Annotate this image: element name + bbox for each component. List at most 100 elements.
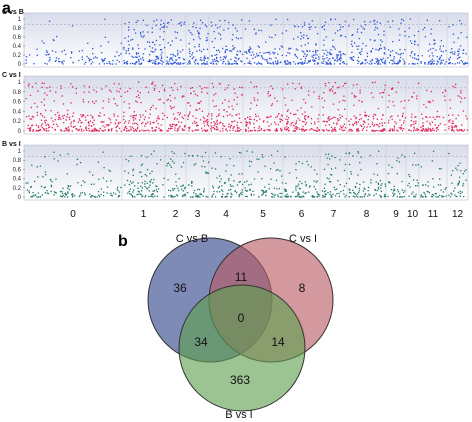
- scatter-point: [307, 37, 309, 39]
- scatter-point: [403, 120, 405, 122]
- scatter-point: [302, 191, 304, 193]
- scatter-point: [184, 126, 186, 128]
- scatter-point: [298, 128, 301, 130]
- scatter-point: [325, 124, 327, 127]
- scatter-point: [140, 185, 142, 187]
- scatter-point: [441, 196, 443, 198]
- scatter-point: [37, 192, 40, 194]
- scatter-point: [250, 63, 252, 65]
- scatter-point: [337, 54, 339, 57]
- scatter-point: [132, 189, 135, 191]
- scatter-point: [183, 62, 185, 64]
- scatter-point: [429, 128, 432, 130]
- scatter-point: [177, 187, 179, 189]
- scatter-point: [275, 179, 278, 182]
- scatter-point: [135, 100, 137, 102]
- scatter-point: [233, 60, 236, 62]
- scatter-point: [279, 192, 281, 195]
- scatter-point: [344, 20, 347, 23]
- scatter-point: [147, 121, 149, 123]
- scatter-point: [398, 28, 400, 30]
- scatter-point: [127, 172, 130, 174]
- scatter-point: [174, 127, 176, 129]
- scatter-point: [166, 56, 169, 58]
- scatter-point: [94, 56, 97, 58]
- scatter-point: [94, 128, 96, 130]
- scatter-point: [135, 114, 137, 116]
- scatter-point: [432, 47, 434, 50]
- scatter-point: [285, 55, 288, 57]
- scatter-point: [304, 123, 307, 126]
- scatter-point: [88, 86, 91, 88]
- scatter-point: [203, 190, 205, 192]
- scatter-point: [246, 57, 248, 59]
- scatter-point: [330, 63, 333, 65]
- scatter-point: [180, 21, 182, 23]
- scatter-point: [203, 86, 206, 89]
- scatter-point: [120, 186, 122, 189]
- scatter-point: [44, 120, 46, 122]
- scatter-point: [322, 49, 324, 51]
- scatter-point: [431, 60, 433, 63]
- scatter-point: [355, 130, 358, 132]
- scatter-point: [96, 57, 98, 59]
- scatter-point: [451, 122, 453, 124]
- scatter-point: [245, 190, 248, 192]
- scatter-point: [286, 121, 289, 123]
- scatter-point: [417, 82, 420, 84]
- scatter-point: [448, 120, 450, 122]
- scatter-point: [351, 34, 353, 37]
- scatter-point: [302, 37, 305, 39]
- scatter-point: [362, 190, 365, 192]
- scatter-point: [452, 33, 455, 35]
- scatter-point: [61, 115, 64, 117]
- scatter-point: [184, 114, 186, 116]
- scatter-point: [187, 63, 189, 65]
- scatter-point: [452, 24, 454, 26]
- scatter-point: [61, 50, 63, 53]
- scatter-point: [80, 122, 82, 124]
- scatter-point: [383, 196, 386, 198]
- scatter-point: [135, 96, 138, 98]
- scatter-point: [389, 130, 392, 132]
- scatter-point: [31, 86, 34, 88]
- y-tick-label: 0.4: [13, 44, 22, 50]
- scatter-point: [348, 196, 350, 198]
- scatter-point: [324, 193, 326, 195]
- scatter-point: [300, 87, 303, 90]
- scatter-point: [350, 118, 352, 120]
- scatter-point: [194, 122, 196, 124]
- scatter-point: [410, 52, 412, 54]
- venn-set-label-c-vs-b: C vs B: [176, 233, 208, 245]
- scatter-point: [213, 190, 215, 193]
- scatter-point: [211, 40, 213, 43]
- scatter-point: [270, 85, 272, 87]
- scatter-point: [375, 26, 377, 29]
- scatter-point: [295, 187, 297, 189]
- scatter-point: [221, 196, 223, 198]
- scatter-point: [124, 37, 126, 39]
- scatter-point: [269, 62, 271, 64]
- scatter-point: [407, 184, 409, 187]
- scatter-point: [352, 189, 354, 191]
- scatter-point: [183, 58, 186, 61]
- scatter-point: [135, 53, 138, 55]
- scatter-point: [232, 127, 234, 130]
- scatter-point: [267, 90, 270, 93]
- scatter-point: [62, 103, 65, 105]
- scatter-point: [300, 107, 302, 109]
- scatter-point: [124, 127, 126, 129]
- scatter-point: [380, 187, 382, 189]
- scatter-point: [462, 173, 465, 175]
- scatter-point: [202, 48, 205, 51]
- scatter-point: [238, 181, 240, 183]
- scatter-point: [197, 154, 199, 157]
- scatter-point: [328, 116, 330, 118]
- scatter-point: [252, 57, 254, 60]
- scatter-point: [303, 121, 305, 123]
- scatter-point: [267, 51, 269, 54]
- scatter-point: [141, 182, 143, 184]
- scatter-point: [148, 195, 150, 198]
- scatter-point: [268, 51, 270, 53]
- scatter-point: [376, 118, 378, 120]
